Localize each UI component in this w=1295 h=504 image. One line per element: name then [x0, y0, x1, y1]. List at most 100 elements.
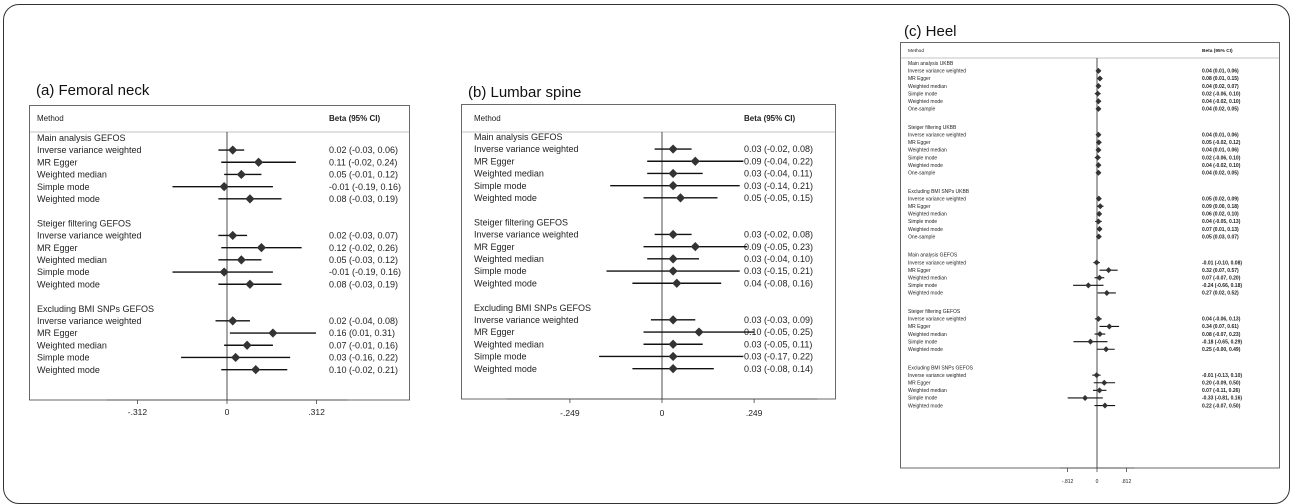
ci-text: -0.01 (-0.19, 0.16) — [329, 267, 401, 277]
row-label: Simple mode — [908, 219, 937, 225]
estimate-marker — [1095, 67, 1102, 74]
ci-text: 0.02 (-0.06, 0.10) — [1202, 91, 1241, 97]
row-label: Inverse variance weighted — [474, 230, 579, 240]
ci-text: 0.25 (-0.00, 0.49) — [1202, 347, 1241, 353]
ci-text: 0.03 (-0.04, 0.11) — [744, 169, 812, 179]
row-label: Inverse variance weighted — [474, 144, 579, 154]
estimate-marker — [251, 365, 261, 375]
column-header-beta: Beta (95% CI) — [744, 114, 795, 123]
column-header-method: Method — [474, 114, 501, 123]
ci-text: -0.01 (-0.10, 0.08) — [1202, 260, 1242, 266]
estimate-marker — [1087, 338, 1094, 345]
ci-text: 0.03 (-0.16, 0.22) — [329, 353, 398, 363]
ci-text: 0.05 (-0.02, 0.12) — [1202, 140, 1241, 146]
ci-text: 0.03 (-0.17, 0.22) — [744, 352, 813, 362]
row-label: MR Egger — [474, 156, 515, 166]
estimate-marker — [253, 157, 264, 167]
ci-text: 0.06 (0.02, 0.10) — [1202, 212, 1239, 218]
estimate-marker — [1093, 372, 1100, 379]
estimate-marker — [1082, 394, 1089, 401]
ci-text: 0.08 (0.01, 0.15) — [1202, 76, 1239, 82]
estimate-marker — [1101, 402, 1108, 409]
column-header-beta: Beta (95% CI) — [1202, 48, 1233, 54]
row-label: Simple mode — [474, 266, 527, 276]
x-tick-label: .249 — [746, 408, 763, 418]
estimate-marker — [1096, 210, 1103, 217]
estimate-marker — [1106, 323, 1113, 330]
row-label: Weighted mode — [37, 365, 100, 375]
row-label: Simple mode — [908, 283, 937, 289]
row-label: Inverse variance weighted — [908, 133, 966, 139]
ci-text: 0.10 (-0.02, 0.21) — [329, 365, 398, 375]
row-label: Inverse variance weighted — [908, 69, 966, 75]
ci-text: -0.24 (-0.66, 0.18) — [1202, 283, 1242, 289]
estimate-marker — [1096, 75, 1103, 82]
ci-text: 0.09 (0.00, 0.18) — [1202, 204, 1239, 210]
ci-text: 0.22 (-0.07, 0.50) — [1202, 403, 1241, 409]
estimate-marker — [690, 156, 700, 166]
ci-text: 0.03 (-0.15, 0.21) — [744, 266, 813, 276]
ci-text: -0.33 (-0.81, 0.16) — [1202, 396, 1242, 402]
estimate-marker — [1095, 162, 1102, 169]
estimate-marker — [1094, 90, 1101, 97]
estimate-marker — [1103, 289, 1110, 296]
row-label: Inverse variance weighted — [37, 316, 142, 326]
ci-text: 0.34 (0.07, 0.61) — [1202, 324, 1239, 330]
estimate-marker — [694, 327, 704, 337]
estimate-marker — [231, 352, 241, 363]
estimate-marker — [236, 255, 246, 265]
estimate-marker — [675, 193, 686, 203]
group-label: Main analysis GEFOS — [474, 132, 563, 142]
estimate-marker — [219, 182, 229, 192]
panel-title-heel: (c) Heel — [904, 23, 957, 40]
row-label: Inverse variance weighted — [474, 315, 579, 325]
ci-text: 0.05 (0.02, 0.09) — [1202, 196, 1239, 202]
ci-text: 0.08 (-0.03, 0.19) — [329, 279, 398, 289]
ci-text: 0.07 (-0.01, 0.16) — [329, 340, 398, 350]
estimate-marker — [690, 242, 700, 252]
estimate-marker — [1096, 331, 1103, 338]
group-label: Main analysis GEFOS — [908, 253, 958, 259]
ci-text: 0.04 (0.01, 0.06) — [1202, 69, 1239, 75]
row-label: Weighted mode — [908, 291, 943, 297]
row-label: One-sample — [908, 234, 935, 240]
row-label: Weighted mode — [908, 227, 943, 233]
ci-text: -0.01 (-0.19, 0.16) — [329, 182, 401, 192]
estimate-marker — [1095, 195, 1102, 202]
row-label: Weighted median — [474, 254, 544, 264]
x-tick-label: .812 — [1122, 479, 1132, 485]
ci-text: 0.12 (-0.02, 0.26) — [329, 243, 398, 253]
row-label: Weighted median — [37, 255, 107, 265]
x-tick-label: -.249 — [560, 408, 580, 418]
estimate-marker — [1095, 315, 1102, 322]
row-label: Weighted median — [908, 388, 947, 394]
ci-text: 0.03 (-0.05, 0.11) — [744, 339, 812, 349]
x-tick-label: 0 — [1096, 479, 1099, 485]
estimate-marker — [1096, 226, 1103, 233]
estimate-marker — [228, 145, 238, 155]
ci-text: 0.27 (0.02, 0.52) — [1202, 291, 1239, 297]
row-label: Simple mode — [37, 267, 90, 277]
ci-text: 0.05 (0.03, 0.07) — [1202, 234, 1239, 240]
ci-text: 0.10 (-0.05, 0.25) — [744, 327, 813, 337]
ci-text: 0.08 (-0.07, 0.23) — [1202, 332, 1241, 338]
group-label: Steiger filtering GEFOS — [908, 309, 961, 315]
estimate-marker — [1095, 169, 1102, 176]
row-label: One-sample — [908, 171, 935, 177]
estimate-marker — [236, 169, 246, 180]
ci-text: 0.16 (0.01, 0.31) — [329, 328, 395, 338]
estimate-marker — [1095, 83, 1102, 90]
row-label: Weighted mode — [474, 278, 537, 288]
estimate-marker — [1101, 379, 1108, 386]
row-label: MR Egger — [474, 242, 515, 252]
row-label: Weighted mode — [474, 364, 537, 374]
estimate-marker — [219, 267, 229, 277]
column-header-method: Method — [37, 114, 64, 123]
row-label: Simple mode — [474, 352, 527, 362]
estimate-marker — [1103, 346, 1110, 353]
x-tick-label: -.312 — [128, 407, 148, 417]
estimate-marker — [668, 364, 678, 374]
estimate-marker — [1094, 154, 1101, 161]
estimate-marker — [228, 316, 238, 326]
row-label: Weighted mode — [908, 99, 943, 105]
